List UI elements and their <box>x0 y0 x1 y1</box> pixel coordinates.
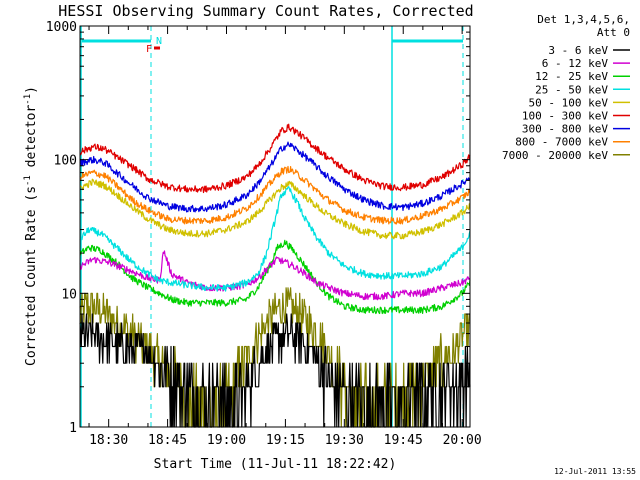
x-axis-label: Start Time (11-Jul-11 18:22:42) <box>154 457 397 472</box>
plot-area: FN 18:30 18:45 19:00 19:15 19:30 19:45 20:0011… <box>46 20 482 448</box>
x-tick-label: 18:45 <box>148 433 187 448</box>
x-tick-label: 19:00 <box>207 433 246 448</box>
y-tick-label: 100 <box>54 154 77 169</box>
y-tick-label: 1000 <box>46 20 77 35</box>
legend-header-line2: Att 0 <box>597 26 630 39</box>
flag-f-label: F <box>146 44 152 55</box>
series-layer <box>79 123 471 428</box>
series-6-12-kev-line <box>79 250 471 301</box>
series-12-25-kev-line <box>79 239 471 315</box>
footer-timestamp: 12-Jul-2011 13:55 <box>554 467 636 476</box>
attenuator-markers: FN <box>80 26 464 427</box>
axis-ticks: 18:30 18:45 19:00 19:15 19:30 19:45 20:00 1 10 10… <box>46 20 482 448</box>
legend-entry-label: 3 - 6 keV <box>548 44 608 57</box>
legend-header-line1: Det 1,3,4,5,6, <box>537 13 630 26</box>
series-300-800-kev-line <box>79 141 471 213</box>
legend-entry-label: 100 - 300 keV <box>522 110 608 123</box>
legend-entry-label: 800 - 7000 keV <box>515 136 608 149</box>
legend-entry-label: 7000 - 20000 keV <box>502 149 608 162</box>
x-tick-label: 20:00 <box>443 433 482 448</box>
x-tick-label: 18:30 <box>89 433 128 448</box>
legend-entry-label: 25 - 50 keV <box>535 83 608 96</box>
series-100-300-kev-line <box>79 123 471 194</box>
flag-n-label: N <box>156 36 162 47</box>
series-50-100-kev-line <box>79 178 471 240</box>
legend-entry-label: 6 - 12 keV <box>542 57 609 70</box>
y-axis-label: Corrected Count Rate (s-1 detector-1) <box>23 86 39 366</box>
legend-entry-label: 50 - 100 keV <box>529 96 609 109</box>
y-tick-label: 1 <box>69 421 77 436</box>
legend-entry-label: 12 - 25 keV <box>535 70 608 83</box>
y-tick-label: 10 <box>61 287 77 302</box>
plot-frame <box>79 25 471 428</box>
series-800-7000-kev-line <box>79 165 471 225</box>
x-tick-label: 19:15 <box>266 433 305 448</box>
chart-title: HESSI Observing Summary Count Rates, Cor… <box>58 2 473 20</box>
x-tick-label: 19:45 <box>384 433 423 448</box>
x-tick-label: 19:30 <box>325 433 364 448</box>
series-25-50-kev-line <box>79 186 471 292</box>
legend-entry-label: 300 - 800 keV <box>522 123 608 136</box>
